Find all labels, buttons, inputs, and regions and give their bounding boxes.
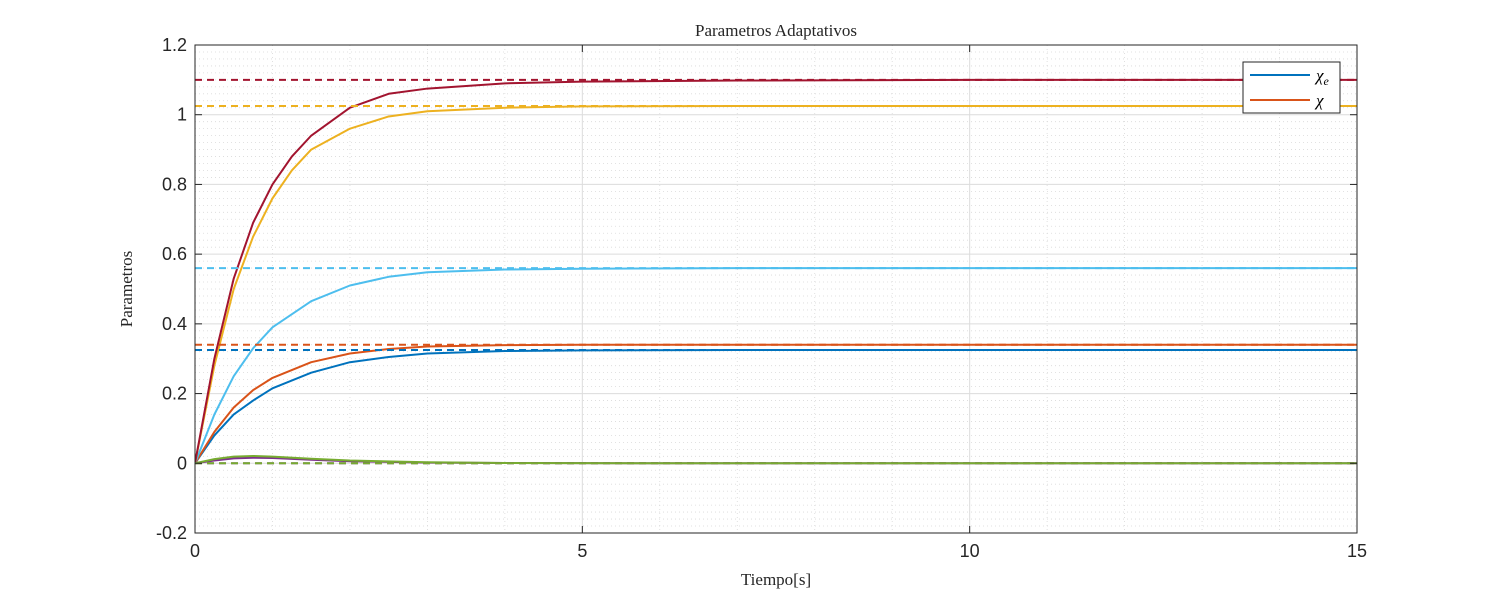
y-tick-label: 0.6 — [162, 244, 187, 264]
y-axis-label: Parametros — [117, 251, 136, 327]
y-tick-label: 1.2 — [162, 35, 187, 55]
series-line-4 — [195, 78, 1357, 464]
minor-grid — [195, 45, 1357, 533]
x-tick-label: 15 — [1347, 541, 1367, 561]
y-tick-label: 0 — [177, 453, 187, 473]
chart-title: Parametros Adaptativos — [695, 21, 857, 40]
legend: χe χ — [1242, 61, 1341, 114]
tick-labels: 0 5 10 15-0.200.20.40.60.811.2 — [156, 35, 1367, 561]
x-tick-label: 10 — [960, 541, 980, 561]
y-tick-label: 1 — [177, 105, 187, 125]
legend-box — [1242, 61, 1341, 114]
y-tick-label: -0.2 — [156, 523, 187, 543]
legend-label-chi: χ — [1314, 91, 1324, 110]
y-tick-label: 0.8 — [162, 174, 187, 194]
x-tick-label: 0 — [190, 541, 200, 561]
legend-label-chi-e: χe — [1314, 66, 1329, 88]
series-layer — [195, 78, 1357, 465]
x-axis-label: Tiempo[s] — [741, 570, 811, 589]
y-tick-label: 0.2 — [162, 384, 187, 404]
ticks-layer — [194, 44, 1358, 534]
y-tick-label: 0.4 — [162, 314, 187, 334]
plot-frame — [194, 44, 1358, 534]
x-tick-label: 5 — [577, 541, 587, 561]
series-line-3 — [195, 105, 1357, 464]
